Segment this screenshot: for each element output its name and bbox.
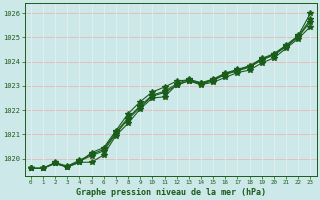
- X-axis label: Graphe pression niveau de la mer (hPa): Graphe pression niveau de la mer (hPa): [76, 188, 266, 197]
